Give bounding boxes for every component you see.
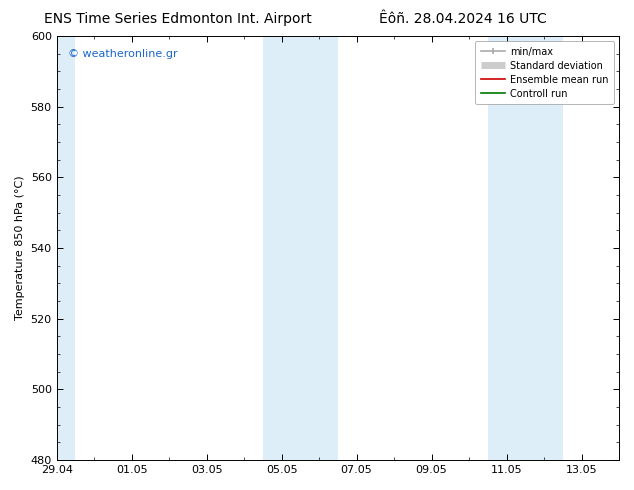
Legend: min/max, Standard deviation, Ensemble mean run, Controll run: min/max, Standard deviation, Ensemble me… (475, 41, 614, 104)
Text: © weatheronline.gr: © weatheronline.gr (68, 49, 178, 59)
Bar (263, 36, 338, 460)
Text: ENS Time Series Edmonton Int. Airport: ENS Time Series Edmonton Int. Airport (44, 12, 311, 26)
Text: Êôñ. 28.04.2024 16 UTC: Êôñ. 28.04.2024 16 UTC (379, 12, 547, 26)
Y-axis label: Temperature 850 hPa (°C): Temperature 850 hPa (°C) (15, 176, 25, 320)
Bar (56, 36, 75, 460)
Bar (488, 36, 563, 460)
